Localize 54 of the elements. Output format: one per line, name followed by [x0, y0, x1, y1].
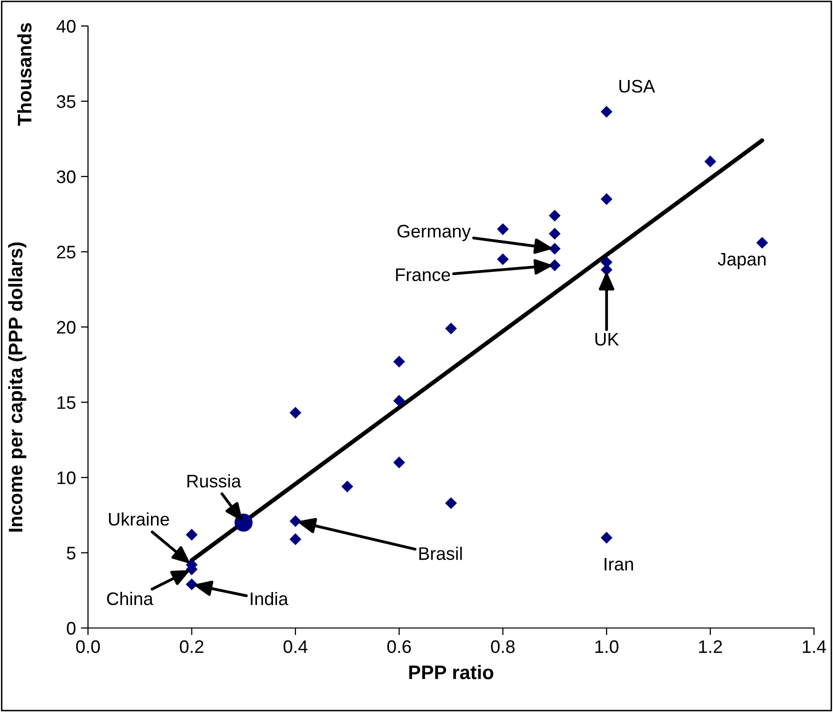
- point: [704, 156, 716, 168]
- x-tick-label: 0.6: [387, 640, 411, 654]
- annotation: France: [396, 268, 450, 282]
- annotation: UK: [595, 333, 619, 346]
- x-tick-label: 0.0: [76, 640, 100, 654]
- point: [290, 515, 302, 528]
- point: [393, 456, 406, 468]
- y-tick-label: 10: [57, 471, 76, 484]
- point: [234, 514, 253, 532]
- y-tick-label: 25: [57, 246, 76, 258]
- x-tick-label: 0.4: [284, 640, 308, 654]
- point: [290, 533, 302, 546]
- point: [496, 223, 509, 236]
- point: [600, 193, 612, 205]
- annotation: Japan: [718, 252, 766, 270]
- y-tick-label: 40: [56, 20, 76, 33]
- y-tick-label: 15: [57, 396, 76, 409]
- y-axis-title: Income per capita (PPP dollars): [8, 242, 26, 532]
- point: [445, 322, 457, 334]
- point: [600, 532, 612, 544]
- y-tick-label: 20: [57, 320, 76, 334]
- annotation: USA: [619, 80, 656, 93]
- point: [548, 242, 561, 255]
- annotation: Germany: [398, 224, 471, 242]
- annotation: Russia: [187, 474, 242, 488]
- annotation: Ukraine: [109, 512, 170, 526]
- point: [186, 528, 198, 541]
- y-tick-label: 35: [56, 95, 76, 108]
- point: [548, 228, 561, 240]
- point: [548, 210, 561, 222]
- x-tick-label: 0.2: [180, 640, 204, 654]
- annotation: China: [107, 592, 154, 606]
- y-tick-label: 5: [66, 546, 76, 560]
- annotation: Brasil: [419, 546, 462, 560]
- y-tick-label: 0: [66, 622, 76, 635]
- point: [548, 259, 561, 272]
- y-tick-label: 30: [56, 170, 76, 184]
- x-tick-label: 1.2: [699, 640, 722, 653]
- annotation: Iran: [604, 558, 633, 571]
- annotation: India: [250, 592, 288, 606]
- x-tick-label: 0.8: [491, 640, 515, 654]
- point: [496, 253, 509, 266]
- point: [445, 497, 457, 509]
- point: [341, 480, 354, 492]
- point: [600, 106, 612, 118]
- x-axis-title: PPP ratio: [409, 664, 494, 680]
- point: [290, 406, 302, 419]
- point: [393, 356, 406, 368]
- point: [393, 394, 406, 407]
- x-tick-label: 1.4: [802, 640, 826, 653]
- point: [186, 578, 198, 590]
- text: Thousands: [17, 23, 32, 126]
- point: [756, 236, 768, 249]
- x-tick-label: 1.0: [595, 640, 618, 654]
